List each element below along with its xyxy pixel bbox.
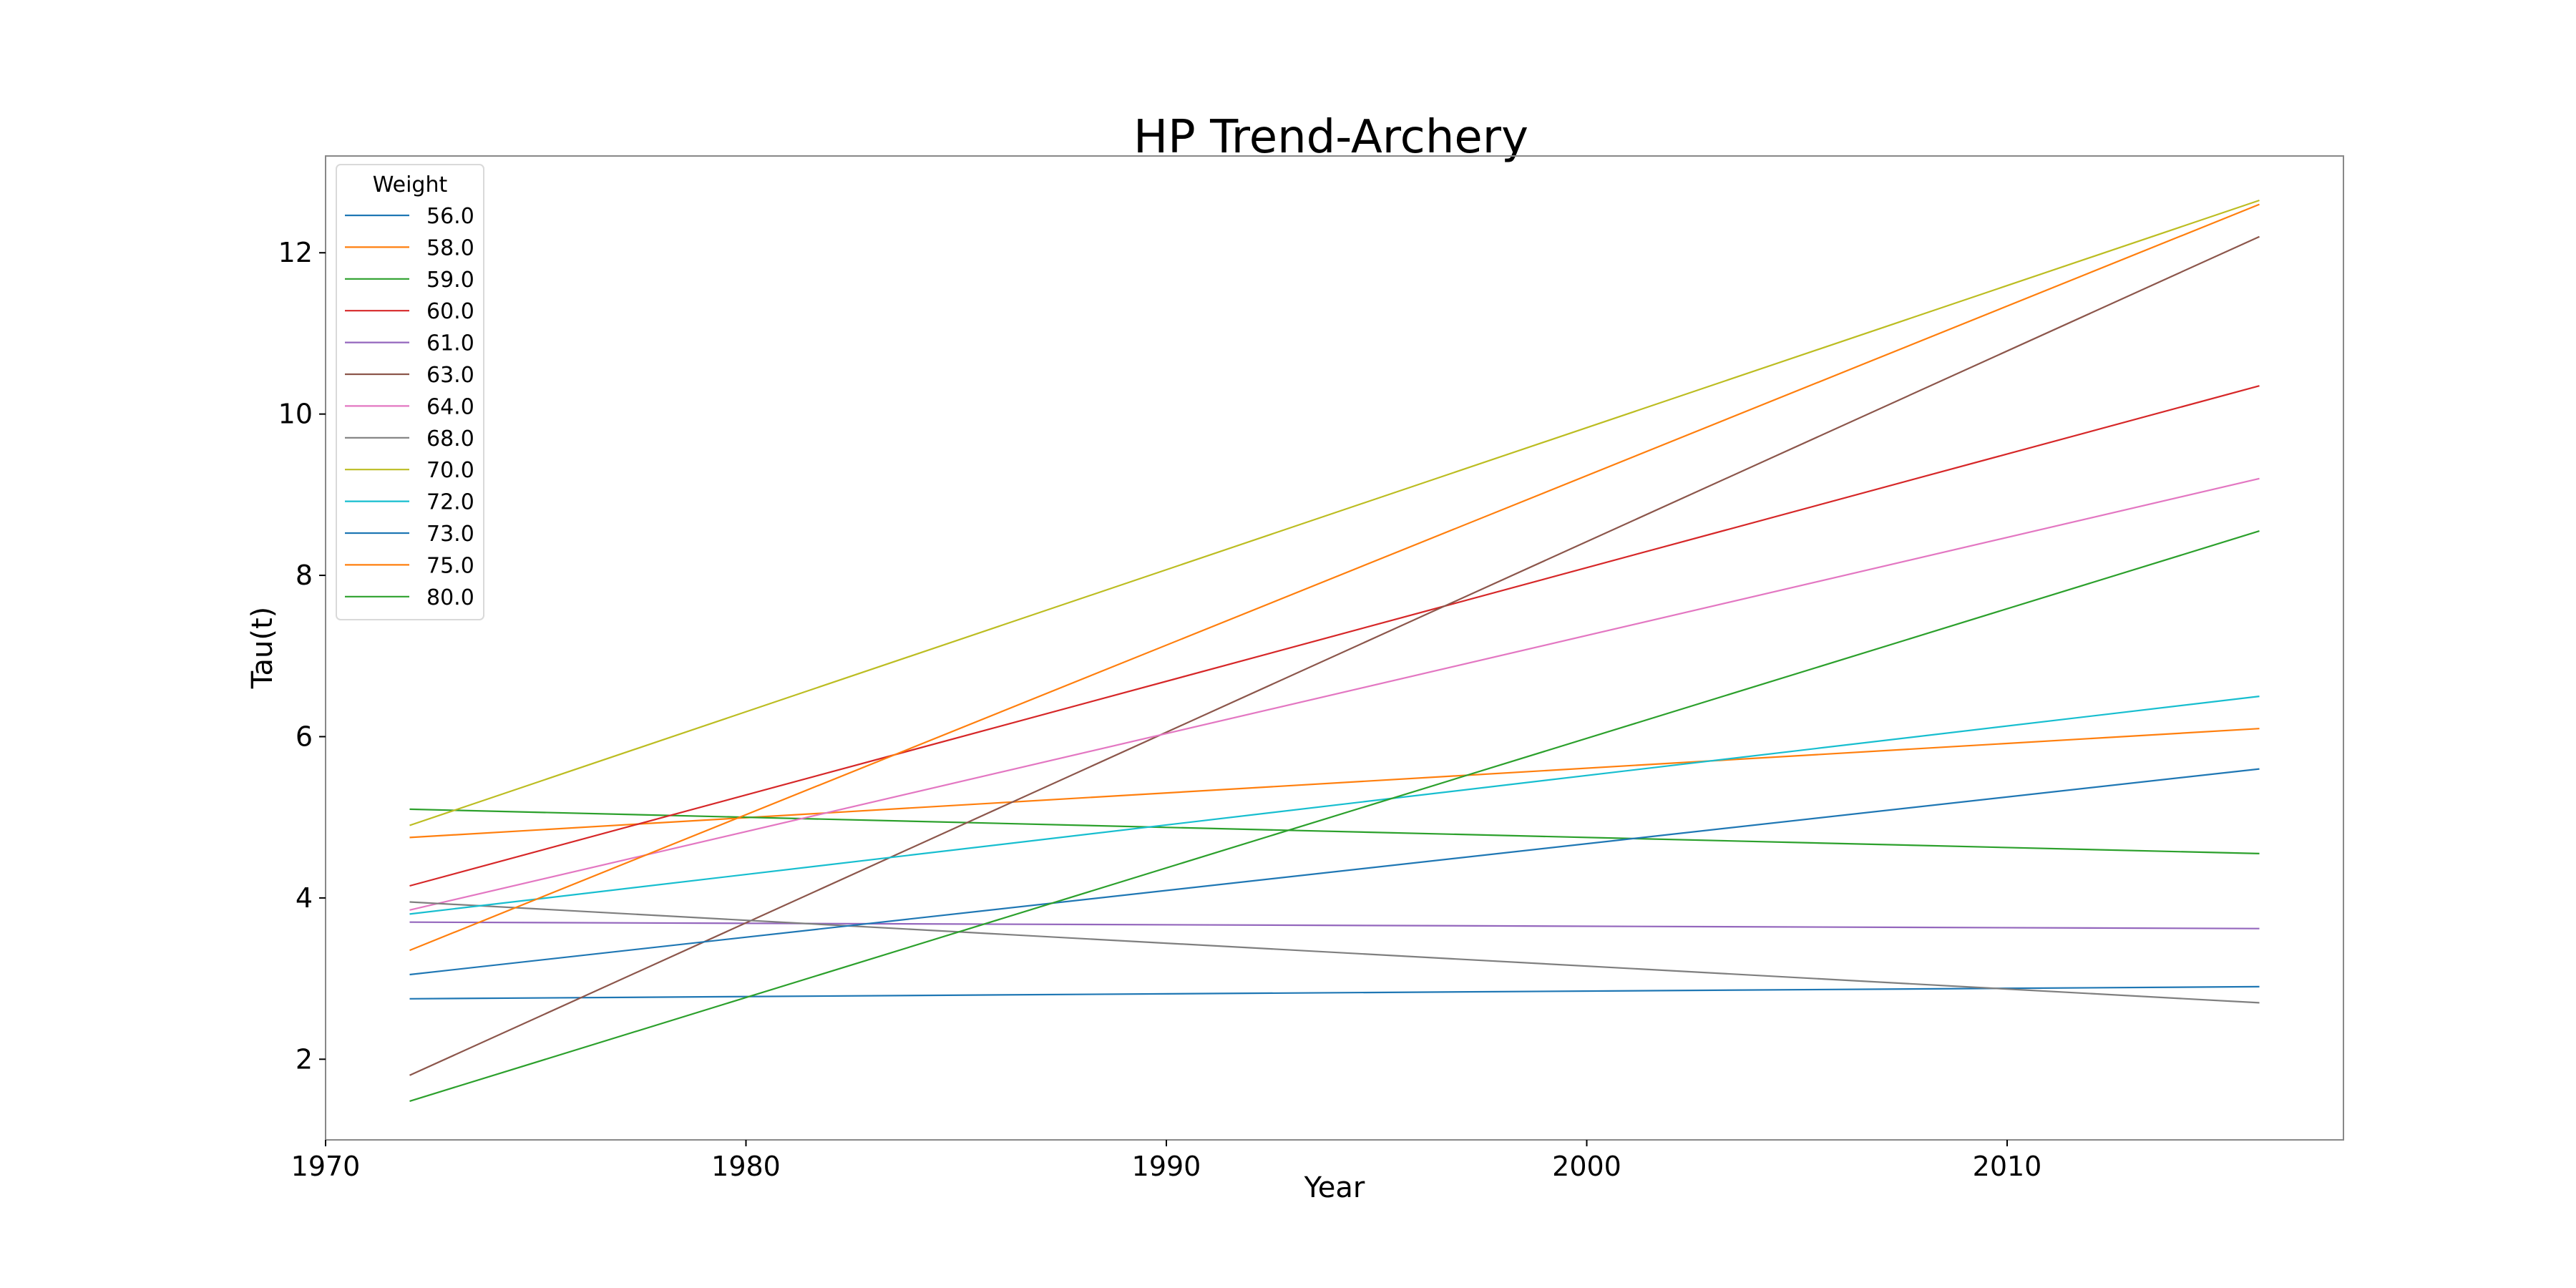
x-tick-label: 2000 [1552,1151,1621,1182]
series-line-60-0 [409,385,2260,887]
x-tick-label: 1990 [1132,1151,1201,1182]
legend-label: 70.0 [426,458,474,483]
legend-title: Weight [373,172,448,197]
legend-label: 60.0 [426,299,474,324]
series-line-56-0 [409,985,2260,1000]
y-axis-label: Tau(t) [246,607,279,690]
y-tick-label: 6 [296,721,313,752]
legend-label: 73.0 [426,522,474,547]
x-tick-label: 2010 [1973,1151,2042,1182]
series-line-70-0 [409,199,2260,826]
y-tick-label: 10 [278,399,313,430]
plot-area [325,155,2344,1141]
series-line-75-0 [409,203,2260,952]
x-axis-label: Year [1304,1171,1365,1204]
series-line-64-0 [409,477,2260,911]
legend-label: 63.0 [426,363,474,388]
legend-label: 56.0 [426,204,474,229]
y-tick-label: 8 [296,560,313,591]
series-line-61-0 [409,921,2260,930]
legend-label: 68.0 [426,426,474,452]
x-tick-label: 1980 [711,1151,781,1182]
series-line-59-0 [409,808,2260,854]
legend-box [336,164,484,620]
legend-label: 61.0 [426,331,474,356]
legend-label: 75.0 [426,553,474,578]
legend-label: 72.0 [426,490,474,515]
legend-label: 59.0 [426,268,474,293]
series-line-80-0 [409,530,2260,1102]
series-line-72-0 [409,696,2260,915]
series-line-68-0 [409,901,2260,1004]
chart-title: HP Trend-Archery [1133,111,1528,164]
y-tick-label: 4 [296,882,313,914]
legend-label: 58.0 [426,235,474,260]
legend: Weight 56.0 58.0 59.0 60.0 61.0 63.0 64.0 68.0 7… [336,164,484,620]
y-tick-label: 12 [278,237,313,268]
y-tick-label: 2 [296,1043,313,1075]
series-line-73-0 [409,768,2260,976]
legend-label: 80.0 [426,585,474,610]
x-tick-label: 1970 [291,1151,361,1182]
series-line-63-0 [409,235,2260,1076]
series-line-58-0 [409,728,2260,839]
legend-label: 64.0 [426,394,474,419]
